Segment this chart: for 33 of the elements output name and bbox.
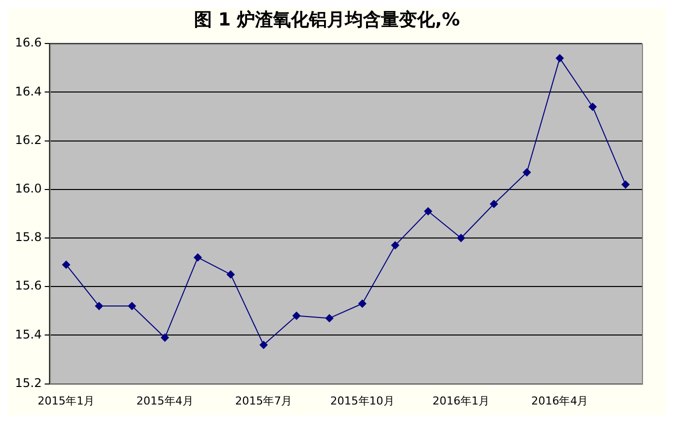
x-tick-label: 2016年4月: [531, 394, 588, 408]
chart-title: 图 1 炉渣氧化铝月均含量变化,%: [194, 9, 460, 30]
y-tick-label: 15.8: [15, 230, 42, 244]
x-tick-label: 2015年10月: [330, 394, 394, 408]
point: [194, 253, 202, 262]
point: [622, 180, 630, 189]
point: [358, 300, 366, 308]
point: [62, 260, 70, 269]
point: [160, 334, 169, 342]
x-tick-label: 2015年1月: [38, 394, 95, 408]
point: [391, 241, 400, 250]
y-tick-label: 15.6: [15, 278, 42, 293]
y-tick-label: 15.4: [15, 327, 42, 342]
x-tick-label: 2016年1月: [432, 394, 490, 408]
point: [490, 200, 498, 208]
y-tick-label: 15.2: [15, 376, 42, 390]
point: [522, 168, 531, 176]
point: [325, 314, 334, 322]
point: [556, 54, 564, 62]
y-tick-label: 16.2: [15, 132, 42, 147]
point: [457, 234, 466, 242]
x-tick-label: 2015年4月: [136, 394, 194, 408]
point: [292, 312, 301, 320]
point: [128, 302, 136, 310]
point: [424, 207, 432, 216]
y-tick-label: 16.0: [15, 182, 42, 196]
y-tick-label: 16.4: [15, 84, 42, 98]
point: [588, 102, 597, 111]
point: [226, 270, 235, 278]
y-tick-label: 16.6: [15, 36, 42, 50]
point: [95, 302, 104, 310]
point: [260, 340, 268, 349]
x-tick-label: 2015年7月: [235, 394, 292, 408]
